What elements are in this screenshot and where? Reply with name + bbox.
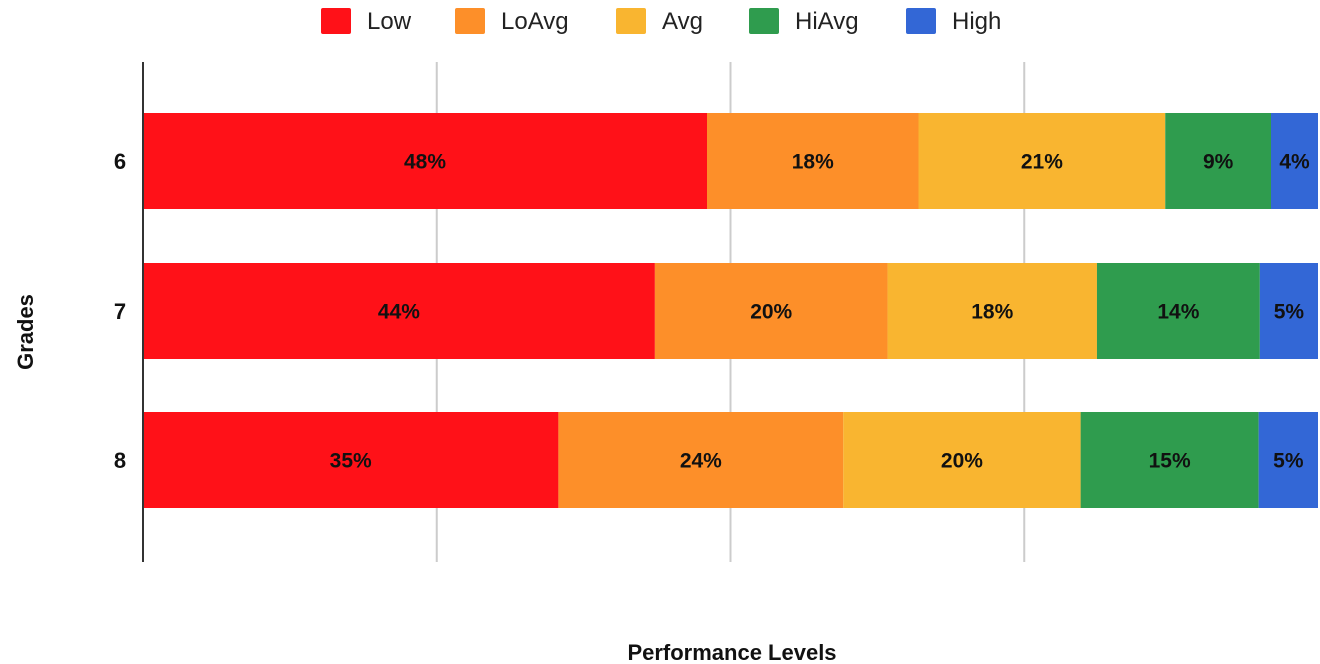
data-label: 5% [1274, 301, 1305, 324]
data-label: 18% [971, 301, 1013, 324]
legend-label-avg: Avg [662, 8, 703, 35]
data-label: 18% [792, 151, 834, 174]
bar-segment-hiavg-grade-8 [1080, 412, 1259, 508]
bar-segment-avg-grade-8 [843, 412, 1081, 508]
data-label: 20% [941, 450, 983, 473]
bar-segment-loavg-grade-7 [654, 263, 888, 359]
data-label: 5% [1273, 450, 1304, 473]
bar-segment-avg-grade-7 [887, 263, 1097, 359]
data-label: 35% [330, 450, 372, 473]
data-label: 24% [680, 450, 722, 473]
data-label: 4% [1279, 151, 1310, 174]
data-label: 44% [378, 301, 420, 324]
data-label: 21% [1021, 151, 1063, 174]
bar-segment-loavg-grade-6 [707, 113, 919, 209]
category-label: 6 [114, 149, 126, 174]
legend: Low LoAvg Avg HiAvg High [321, 8, 1001, 35]
bar-segment-hiavg-grade-6 [1165, 113, 1271, 209]
y-axis-tick-labels: 6 7 8 [114, 149, 126, 473]
legend-label-hiavg: HiAvg [795, 8, 859, 35]
legend-label-high: High [952, 8, 1001, 35]
category-label: 7 [114, 299, 126, 324]
bar-segment-high-grade-8 [1258, 412, 1318, 508]
legend-swatch-hiavg [749, 8, 779, 34]
legend-swatch-low [321, 8, 351, 34]
data-label: 48% [404, 151, 446, 174]
bar-segment-low-grade-8 [143, 412, 559, 508]
bar-segment-high-grade-7 [1259, 263, 1318, 359]
bar-segment-hiavg-grade-7 [1096, 263, 1260, 359]
legend-swatch-avg [616, 8, 646, 34]
category-label: 8 [114, 448, 126, 473]
bar-segment-loavg-grade-8 [558, 412, 844, 508]
x-axis-title: Performance Levels [627, 640, 836, 664]
legend-label-low: Low [367, 8, 412, 35]
legend-label-loavg: LoAvg [501, 8, 569, 35]
data-label: 14% [1157, 301, 1199, 324]
bar-segment-low-grade-7 [143, 263, 655, 359]
y-axis-title: Grades [13, 294, 38, 370]
bar-segment-high-grade-6 [1271, 113, 1318, 209]
bar-segment-avg-grade-6 [918, 113, 1166, 209]
data-label: 9% [1203, 151, 1234, 174]
data-label: 20% [750, 301, 792, 324]
data-label: 15% [1149, 450, 1191, 473]
legend-swatch-high [906, 8, 936, 34]
bar-segment-low-grade-6 [143, 113, 707, 209]
legend-swatch-loavg [455, 8, 485, 34]
bar-area: 48% 18% 21% 9% 4% 44% 20% 18% 14% 5% 35% 24% 20% 15% 5… [143, 113, 1318, 508]
